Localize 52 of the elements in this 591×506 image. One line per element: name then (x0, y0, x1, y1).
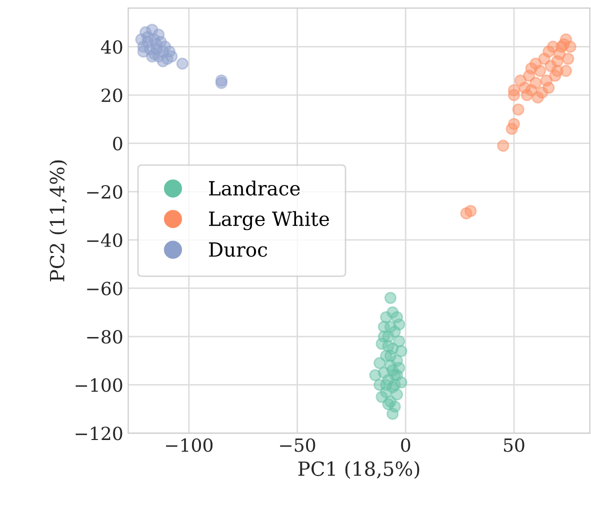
point (374, 357, 386, 370)
point (382, 340, 394, 352)
point (530, 76, 542, 90)
y-tick-label: 40 (100, 40, 122, 54)
point (464, 204, 477, 218)
x-tick-label: 50 (504, 438, 524, 452)
point (551, 64, 564, 77)
legend-label: Landrace (209, 180, 300, 196)
point (532, 91, 544, 104)
y-tick-label: −40 (87, 233, 122, 248)
y-tick-label: −80 (87, 330, 122, 344)
point (384, 292, 397, 304)
point (395, 344, 408, 358)
y-tick-label: −100 (76, 378, 122, 392)
point (378, 330, 390, 343)
legend-label: Duroc (209, 242, 268, 257)
x-tick-label: −50 (280, 438, 316, 452)
point (497, 140, 510, 152)
point (508, 84, 520, 96)
point (542, 82, 555, 94)
point (514, 74, 527, 87)
point (390, 369, 404, 382)
x-axis-title: PC1 (18,5%) (298, 461, 420, 479)
point (384, 350, 397, 362)
point (137, 45, 150, 58)
point (166, 50, 178, 62)
y-tick-label: 0 (113, 136, 122, 150)
y-tick-label: 20 (102, 88, 122, 102)
point (386, 408, 399, 420)
legend-label: Large White (209, 211, 329, 230)
point (215, 76, 228, 90)
x-tick-label: 0 (401, 438, 410, 452)
y-tick-label: −60 (87, 282, 122, 296)
point (380, 378, 392, 391)
point (369, 369, 382, 382)
point (520, 88, 534, 102)
point (150, 38, 162, 50)
point (148, 48, 160, 60)
point (382, 398, 394, 410)
y-tick-label: −20 (87, 185, 122, 199)
point (384, 320, 397, 333)
point (506, 122, 518, 135)
y-tick-label: −120 (76, 426, 122, 440)
y-axis-title: PC2 (11,4%) (49, 160, 68, 282)
point (525, 62, 538, 75)
point (156, 55, 169, 68)
point (176, 58, 188, 70)
point (512, 103, 524, 116)
point (562, 52, 574, 65)
x-tick-label: −100 (166, 438, 213, 452)
point (142, 31, 154, 44)
point (564, 40, 576, 53)
